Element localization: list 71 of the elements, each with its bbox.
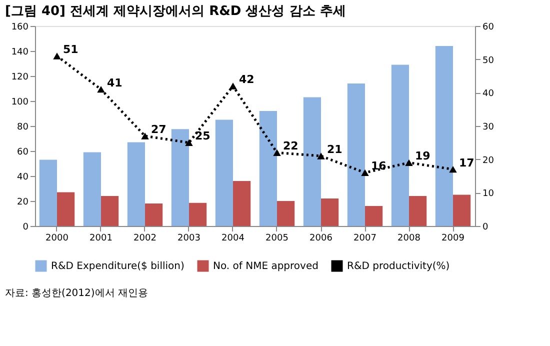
data-label: 41 xyxy=(107,76,122,90)
bar xyxy=(57,192,75,226)
bar xyxy=(171,129,189,226)
legend-label: R&D Expenditure($ billion) xyxy=(51,261,184,272)
bar xyxy=(101,196,119,226)
y-tick-label: 140 xyxy=(11,48,29,58)
x-tick-label: 2009 xyxy=(442,234,465,244)
bar xyxy=(259,111,277,226)
x-tick-label: 2006 xyxy=(310,234,333,244)
chart-title: [그림 40] 전세계 제약시장에서의 R&D 생산성 감소 추세 xyxy=(5,4,346,19)
y-tick-label: 40 xyxy=(17,172,29,182)
y2-tick-label: 50 xyxy=(482,56,494,66)
data-label: 27 xyxy=(151,123,166,136)
bar xyxy=(435,46,453,226)
data-label: 19 xyxy=(415,150,430,163)
y-tick-label: 0 xyxy=(22,222,29,232)
data-label: 22 xyxy=(283,140,298,153)
point xyxy=(361,169,369,176)
bar xyxy=(215,120,233,226)
y2-tick-label: 30 xyxy=(482,122,494,132)
bar xyxy=(39,160,57,226)
point xyxy=(185,139,193,146)
point xyxy=(229,82,237,90)
data-label: 21 xyxy=(327,143,342,156)
y-tick-label: 80 xyxy=(17,122,29,132)
bar xyxy=(83,152,101,226)
x-tick-label: 2008 xyxy=(398,234,421,244)
x-tick-label: 2000 xyxy=(46,234,69,244)
y2-tick-label: 20 xyxy=(482,156,494,166)
data-label: 25 xyxy=(195,130,210,143)
bar xyxy=(189,202,207,226)
bar xyxy=(303,97,321,226)
legend-label: No. of NME approved xyxy=(213,261,318,272)
y2-tick-label: 0 xyxy=(482,222,488,232)
point xyxy=(317,152,325,160)
data-label: 51 xyxy=(63,43,78,56)
x-tick-label: 2005 xyxy=(266,234,288,244)
bar xyxy=(409,196,427,226)
data-label: 42 xyxy=(239,73,254,86)
text: 자료: 홍성한(2012)에서 재인용 xyxy=(5,288,148,299)
bar xyxy=(145,204,163,226)
y-tick-label: 100 xyxy=(11,98,29,108)
point xyxy=(141,132,149,140)
y-tick-label: 60 xyxy=(17,148,29,158)
y2-tick-label: 40 xyxy=(482,89,494,100)
y2-tick-label: 10 xyxy=(482,189,494,200)
point xyxy=(449,166,457,173)
y-tick-label: 20 xyxy=(17,198,29,208)
data-label: 17 xyxy=(459,156,474,170)
x-tick-label: 2001 xyxy=(90,234,112,244)
bar xyxy=(277,201,295,226)
x-tick-label: 2002 xyxy=(134,234,156,244)
y-tick-label: 160 xyxy=(11,22,29,32)
point xyxy=(405,159,413,166)
bar xyxy=(453,194,471,226)
point xyxy=(97,86,105,93)
y-tick-label: 120 xyxy=(11,72,29,82)
point xyxy=(53,52,61,60)
bar xyxy=(233,181,251,226)
x-tick-label: 2003 xyxy=(178,234,200,244)
bar xyxy=(321,198,339,226)
bar xyxy=(391,64,409,226)
y2-tick-label: 60 xyxy=(482,22,494,32)
x-tick-label: 2004 xyxy=(222,234,245,244)
bar xyxy=(127,142,145,226)
bar xyxy=(365,206,383,226)
data-label: 16 xyxy=(371,160,387,173)
legend-label: R&D productivity(%) xyxy=(347,261,450,272)
x-tick-label: 2007 xyxy=(354,234,376,244)
point xyxy=(273,149,281,156)
bar xyxy=(347,84,365,226)
